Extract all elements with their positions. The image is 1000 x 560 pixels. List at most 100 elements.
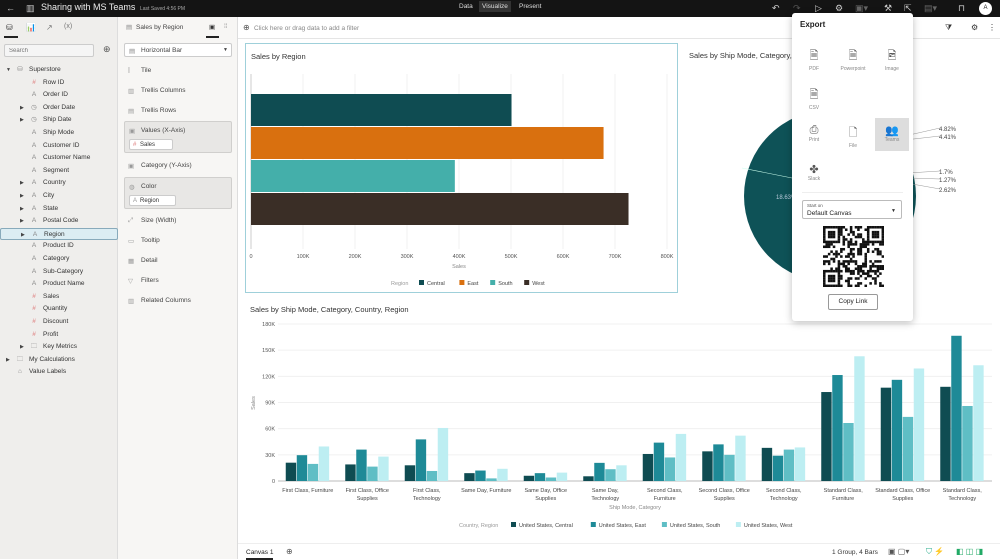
expand-arrow-icon[interactable]: ▶ bbox=[20, 104, 24, 111]
data-actions-icon[interactable]: ⚙ bbox=[835, 3, 844, 13]
tree-item[interactable]: ▼ ⛁ Superstore bbox=[0, 64, 118, 77]
back-arrow-icon[interactable]: ← bbox=[6, 3, 15, 13]
qr-module bbox=[879, 282, 882, 285]
copy-link-button[interactable]: Copy Link bbox=[828, 294, 878, 310]
grammar-tab-icon[interactable]: ▣ bbox=[209, 24, 216, 31]
tile-icon[interactable]: ⛉ ⚡ bbox=[926, 547, 945, 556]
tree-item[interactable]: A Order ID bbox=[0, 89, 118, 102]
tree-item[interactable]: A Customer Name bbox=[0, 152, 118, 165]
redo-icon[interactable]: ↷ bbox=[793, 3, 801, 13]
visualizations-tab-icon[interactable]: 📊 bbox=[26, 23, 36, 32]
sales-by-region-viz[interactable]: Sales by Region 0 100K 200K 300K 400K 500K 600… bbox=[245, 43, 678, 293]
tree-item-label: Sub-Category bbox=[43, 267, 84, 275]
more-options-icon[interactable]: ⋮ bbox=[988, 23, 996, 32]
add-viz-icon[interactable]: ▣▾ bbox=[855, 3, 869, 13]
expand-arrow-icon[interactable]: ▶ bbox=[20, 344, 24, 351]
detail-drop-target[interactable]: Detail bbox=[141, 257, 158, 264]
properties-tab-icon[interactable]: ⁞⁞ bbox=[224, 23, 228, 30]
trellis-columns-drop-target[interactable]: Trellis Columns bbox=[141, 87, 186, 94]
canvas-settings-icon[interactable]: ⚙ bbox=[971, 23, 979, 32]
expand-arrow-icon[interactable]: ▶ bbox=[20, 218, 24, 225]
sales-by-ship-mode-viz[interactable]: Sales by Ship Mode, Category, Country, R… bbox=[240, 298, 1000, 542]
export-image-button[interactable]: 🖻 Image bbox=[875, 47, 909, 72]
tree-item[interactable]: A Customer ID bbox=[0, 140, 118, 153]
tree-item[interactable]: A Ship Mode bbox=[0, 127, 118, 140]
powerpoint-icon: 🗎 bbox=[848, 50, 858, 62]
tree-item[interactable]: ▶ A City bbox=[0, 190, 118, 203]
export-teams-button[interactable]: 👥 Teams bbox=[875, 118, 909, 151]
tree-item[interactable]: ▶ 🗀 Key Metrics bbox=[0, 341, 118, 354]
export-slack-button[interactable]: ✤ Slack bbox=[797, 163, 831, 182]
export-icon[interactable]: ⇱ bbox=[904, 3, 912, 13]
expand-arrow-icon[interactable]: ▶ bbox=[6, 356, 10, 363]
tree-item[interactable]: A Segment bbox=[0, 165, 118, 178]
start-on-select[interactable]: Start on Default Canvas ▼ bbox=[802, 200, 902, 219]
panel-toggle-icon[interactable]: ◧ ◫ ◨ bbox=[956, 547, 984, 556]
save-icon[interactable]: ▤▾ bbox=[924, 3, 938, 13]
tree-item[interactable]: # Quantity bbox=[0, 303, 118, 316]
filters-drop-target[interactable]: Filters bbox=[141, 277, 159, 284]
tree-item[interactable]: # Discount bbox=[0, 316, 118, 329]
region-pill[interactable]: A Region bbox=[129, 195, 176, 206]
analytics-tab-icon[interactable]: ↗ bbox=[46, 23, 53, 32]
add-canvas-icon[interactable]: ⊕ bbox=[286, 547, 293, 556]
legend-label: United States, Central bbox=[519, 523, 573, 529]
bookmark-icon[interactable]: ⊓ bbox=[958, 3, 966, 13]
search-input[interactable] bbox=[4, 44, 94, 57]
expand-arrow-icon[interactable]: ▶ bbox=[21, 231, 25, 238]
tab-present[interactable]: Present bbox=[519, 3, 542, 10]
related-columns-icon: ▥ bbox=[128, 298, 135, 305]
data-tab-icon[interactable]: ⛁ bbox=[6, 23, 13, 32]
tree-item-label: Customer Name bbox=[43, 154, 91, 162]
avatar[interactable]: A bbox=[979, 2, 992, 15]
tooltip-drop-target[interactable]: Tooltip bbox=[141, 237, 160, 244]
trellis-rows-drop-target[interactable]: Trellis Rows bbox=[141, 107, 177, 114]
tree-item[interactable]: A Sub-Category bbox=[0, 266, 118, 279]
tree-item[interactable]: A Product ID bbox=[0, 240, 118, 253]
tree-item[interactable]: ▶ A Region bbox=[0, 227, 118, 241]
tab-data[interactable]: Data bbox=[459, 3, 473, 10]
tree-item[interactable]: ▶ ◷ Ship Date bbox=[0, 114, 118, 127]
export-powerpoint-button[interactable]: 🗎 Powerpoint bbox=[836, 47, 870, 72]
tree-item[interactable]: ▶ 🗀 My Calculations bbox=[0, 354, 118, 367]
tree-item[interactable]: ▶ A Postal Code bbox=[0, 215, 118, 228]
layout-icon[interactable]: ▣ ▢▾ bbox=[888, 547, 910, 556]
tree-item[interactable]: # Sales bbox=[0, 291, 118, 304]
expand-arrow-icon[interactable]: ▼ bbox=[6, 67, 11, 73]
tree-item[interactable]: ▶ A Country bbox=[0, 177, 118, 190]
related-columns-drop-target[interactable]: Related Columns bbox=[141, 297, 191, 304]
tree-item[interactable]: # Profit bbox=[0, 329, 118, 342]
sales-pill[interactable]: # Sales bbox=[129, 139, 173, 150]
size-drop-target[interactable]: Size (Width) bbox=[141, 217, 177, 224]
category-drop-target[interactable]: Category (Y-Axis) bbox=[141, 162, 192, 169]
tree-item[interactable]: ▶ ◷ Order Date bbox=[0, 102, 118, 115]
export-csv-button[interactable]: 🗎 CSV bbox=[797, 86, 831, 111]
filter-options-icon[interactable]: ⧩ bbox=[945, 23, 953, 32]
expand-arrow-icon[interactable]: ▶ bbox=[20, 180, 24, 187]
tile-drop-target[interactable]: Tile bbox=[141, 67, 152, 74]
expand-arrow-icon[interactable]: ▶ bbox=[20, 117, 24, 124]
viz-type-select[interactable]: ▤ Horizontal Bar ▼ bbox=[124, 43, 232, 57]
export-pdf-button[interactable]: 🗎 PDF bbox=[797, 47, 831, 72]
values-drop-target[interactable]: ▣ Values (X-Axis) # Sales bbox=[124, 121, 232, 153]
qr-module bbox=[857, 228, 860, 231]
tree-item[interactable]: A Product Name bbox=[0, 278, 118, 291]
expand-arrow-icon[interactable]: ▶ bbox=[20, 205, 24, 212]
workbook-title[interactable]: Sharing with MS Teams bbox=[41, 2, 136, 12]
tree-item[interactable]: ⌂ Value Labels bbox=[0, 366, 118, 379]
undo-icon[interactable]: ↶ bbox=[772, 3, 780, 13]
export-print-button[interactable]: ⎙ Print bbox=[797, 124, 831, 143]
calculations-tab-icon[interactable]: (x) bbox=[64, 23, 73, 30]
tree-item[interactable]: A Category bbox=[0, 253, 118, 266]
expand-arrow-icon[interactable]: ▶ bbox=[20, 193, 24, 199]
tab-canvas-1[interactable]: Canvas 1 bbox=[246, 549, 274, 560]
tree-item[interactable]: # Row ID bbox=[0, 77, 118, 90]
qr-module bbox=[842, 226, 846, 229]
color-drop-target[interactable]: ◍ Color A Region bbox=[124, 177, 232, 209]
settings-icon[interactable]: ⚒ bbox=[884, 3, 893, 13]
add-data-icon[interactable]: ⊕ bbox=[103, 44, 111, 54]
tree-item[interactable]: ▶ A State bbox=[0, 203, 118, 216]
play-icon[interactable]: ▷ bbox=[815, 3, 822, 13]
export-file-button[interactable]: 🗋 File bbox=[836, 124, 870, 149]
tab-visualize[interactable]: Visualize bbox=[479, 1, 511, 12]
